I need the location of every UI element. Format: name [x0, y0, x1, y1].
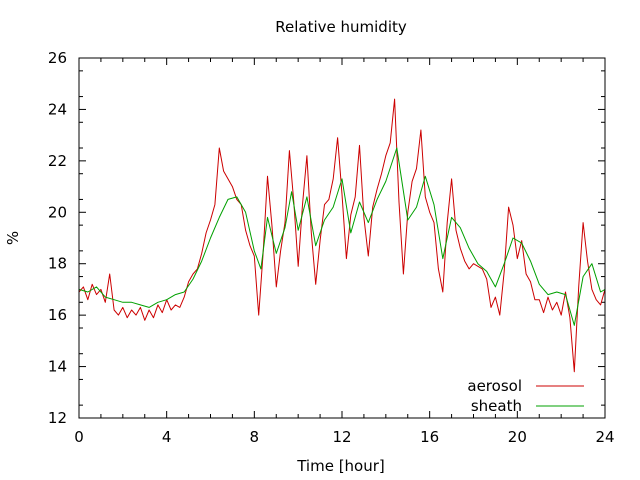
x-tick-label: 0: [74, 428, 84, 446]
legend: aerosol sheath: [467, 377, 584, 415]
x-tick-label: 12: [332, 428, 351, 446]
y-tick-label: 24: [48, 100, 67, 118]
y-tick-label: 18: [48, 255, 67, 273]
x-axis-label: Time [hour]: [296, 457, 385, 475]
y-tick-label: 14: [48, 358, 67, 376]
chart-title: Relative humidity: [275, 18, 407, 36]
legend-label-aerosol: aerosol: [467, 377, 522, 395]
series-line-sheath: [78, 147, 606, 326]
x-tick-label: 20: [508, 428, 527, 446]
y-axis-label: %: [4, 231, 22, 245]
legend-label-sheath: sheath: [471, 397, 522, 415]
series-line-aerosol: [78, 98, 606, 373]
y-tick-label: 16: [48, 306, 67, 324]
y-tick-label: 20: [48, 203, 67, 221]
y-tick-label: 22: [48, 152, 67, 170]
x-tick-label: 4: [162, 428, 172, 446]
y-tick-label: 12: [48, 409, 67, 427]
axis-ticks: 0 4 8 12 16 20 24 12 14 16 18 20 22 24 26: [48, 49, 615, 446]
y-tick-label: 26: [48, 49, 67, 67]
x-tick-label: 8: [250, 428, 260, 446]
plot-frame: [78, 57, 606, 419]
x-tick-label: 24: [595, 428, 614, 446]
x-tick-label: 16: [420, 428, 439, 446]
series-layer: [78, 98, 606, 373]
